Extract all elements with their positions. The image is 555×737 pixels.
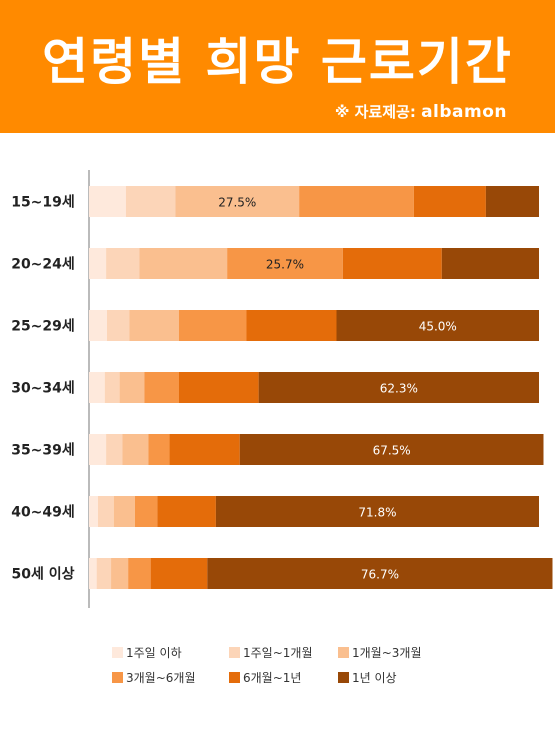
data-label: 67.5% xyxy=(373,444,411,458)
bar-segment xyxy=(169,434,240,465)
category-label: 30~34세 xyxy=(11,381,75,397)
legend-item: 1개월~3개월 xyxy=(338,645,422,661)
legend-swatch xyxy=(229,647,240,658)
bar-segment xyxy=(113,496,135,527)
data-label: 76.7% xyxy=(361,568,399,582)
legend-item: 3개월~6개월 xyxy=(112,670,196,686)
bar-segment xyxy=(125,186,176,217)
bar-segment xyxy=(485,186,539,217)
legend-swatch xyxy=(229,672,240,683)
data-label: 45.0% xyxy=(419,320,457,334)
header-banner: 연령별 희망 근로기간 ※ 자료제공: albamon xyxy=(0,0,555,133)
legend-swatch xyxy=(112,672,123,683)
bar-segment xyxy=(104,372,120,403)
category-label: 25~29세 xyxy=(11,319,75,335)
legend-swatch xyxy=(112,647,123,658)
bar-segment xyxy=(89,496,98,527)
bar-segment xyxy=(139,248,228,279)
bar-segment xyxy=(175,186,300,217)
bar-segment xyxy=(89,558,97,589)
bar-segment xyxy=(246,310,337,341)
legend-label: 3개월~6개월 xyxy=(126,671,196,685)
legend-item: 1년 이상 xyxy=(338,670,397,686)
bar-segment xyxy=(144,372,179,403)
stacked-bar-chart: 15~19세 20~24세 25~29세 30~34세 35~39세 40~49세 50세 … xyxy=(11,170,553,608)
bar-segment xyxy=(342,248,442,279)
bar-segment xyxy=(106,434,123,465)
bar-segment xyxy=(441,248,539,279)
legend-label: 1년 이상 xyxy=(352,671,397,685)
bar-segment xyxy=(157,496,216,527)
bar-segment xyxy=(107,310,130,341)
bar-segment xyxy=(98,496,114,527)
legend-swatch xyxy=(338,672,349,683)
legend-label: 6개월~1년 xyxy=(243,671,302,685)
bar-segment xyxy=(106,248,140,279)
bar-segment xyxy=(111,558,129,589)
bar-segment xyxy=(89,186,126,217)
legend-item: 1주일 이하 xyxy=(112,645,182,661)
bar-segment xyxy=(129,310,179,341)
bar-segment xyxy=(258,372,539,403)
source-prefix: ※ 자료제공: xyxy=(334,103,416,121)
data-label: 27.5% xyxy=(218,196,256,210)
bar-segment xyxy=(179,310,247,341)
bar-segment xyxy=(336,310,539,341)
bar-segment xyxy=(239,434,544,465)
category-label: 35~39세 xyxy=(11,443,75,459)
data-label: 71.8% xyxy=(358,506,396,520)
bar-segment xyxy=(96,558,112,589)
bar-segment xyxy=(207,558,553,589)
bar-segment xyxy=(89,310,107,341)
bar-segment xyxy=(215,496,539,527)
legend-swatch xyxy=(338,647,349,658)
legend-label: 1주일~1개월 xyxy=(243,646,313,660)
source-brand-logo: albamon xyxy=(421,102,507,122)
bar-segment xyxy=(119,372,145,403)
bar-segment xyxy=(148,434,170,465)
source-credit: ※ 자료제공: albamon xyxy=(335,101,507,122)
legend-item: 1주일~1개월 xyxy=(229,645,313,661)
bar-segment xyxy=(299,186,414,217)
bar-segment xyxy=(89,434,107,465)
bar-segment xyxy=(413,186,486,217)
category-label: 40~49세 xyxy=(11,505,75,521)
data-label: 62.3% xyxy=(380,382,418,396)
data-label: 25.7% xyxy=(266,258,304,272)
bar-segment xyxy=(89,248,107,279)
bar-segment xyxy=(150,558,208,589)
legend-label: 1주일 이하 xyxy=(126,646,182,660)
bar-segment xyxy=(134,496,158,527)
bar-segment xyxy=(122,434,149,465)
page-title: 연령별 희망 근로기간 xyxy=(42,33,513,91)
bar-segment xyxy=(89,372,105,403)
legend-item: 6개월~1년 xyxy=(229,670,301,686)
legend-label: 1개월~3개월 xyxy=(352,646,422,660)
bar-segment xyxy=(128,558,151,589)
category-label: 15~19세 xyxy=(11,195,75,211)
category-label: 20~24세 xyxy=(11,257,75,273)
category-label: 50세 이상 xyxy=(12,566,75,583)
bar-segment xyxy=(227,248,343,279)
bar-segment xyxy=(179,372,259,403)
